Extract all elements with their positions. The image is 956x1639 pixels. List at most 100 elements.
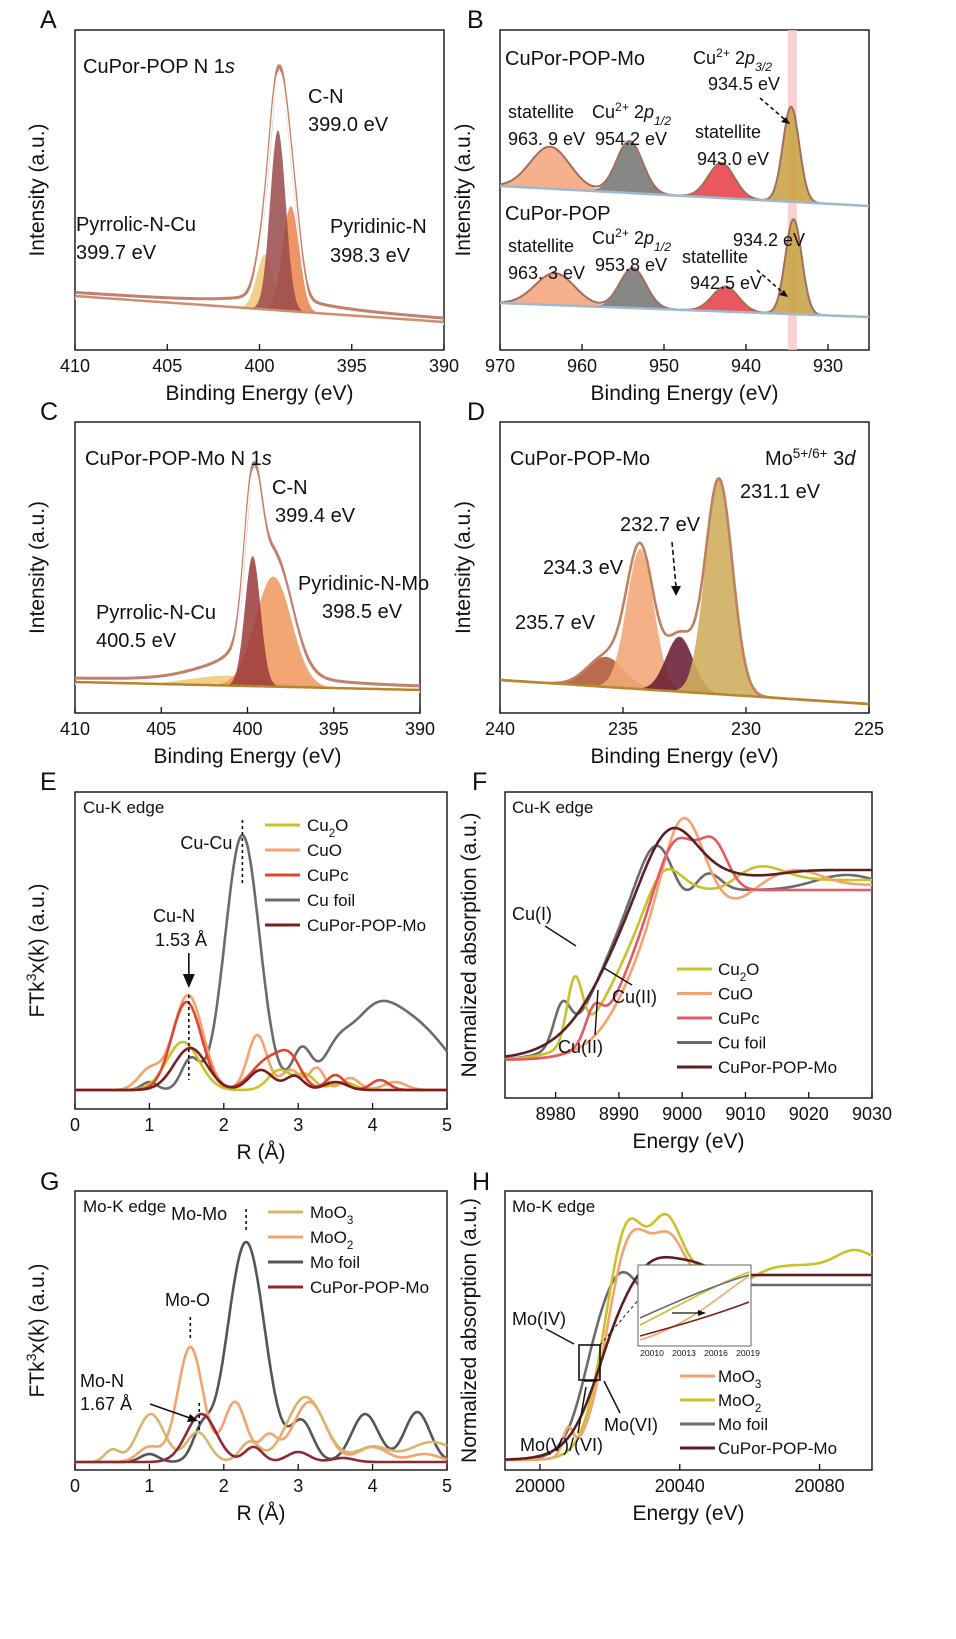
peak-label: 234.3 eV bbox=[543, 557, 624, 579]
bond-label: Mo-O bbox=[165, 1290, 210, 1310]
x-tick-label: 400 bbox=[244, 356, 274, 376]
panel-F: 8980 8990 9000 9010 9020 9030 Cu-K edge Cu(I) Cu… bbox=[458, 791, 892, 1153]
legend-label: Cu2O bbox=[307, 816, 348, 840]
spectrum-cupor-pop bbox=[499, 218, 870, 319]
x-tick-label: 20000 bbox=[515, 1476, 565, 1496]
inset-curve bbox=[639, 1275, 750, 1341]
x-tick-label: 235 bbox=[608, 719, 638, 739]
panel-letter: F bbox=[472, 768, 487, 796]
panel-letter: B bbox=[467, 6, 484, 34]
x-tick-label: 410 bbox=[60, 356, 90, 376]
peak-label-value: 399.4 eV bbox=[275, 505, 356, 527]
x-tick-label: 1 bbox=[144, 1476, 154, 1496]
panel-letter: C bbox=[40, 398, 58, 426]
inset-curve bbox=[639, 1301, 750, 1337]
panel-letter: H bbox=[472, 1168, 490, 1196]
curve-3 bbox=[75, 1412, 447, 1464]
legend-label: Cu foil bbox=[718, 1034, 766, 1053]
x-tick-label: 5 bbox=[442, 1476, 452, 1496]
curve-3 bbox=[75, 1000, 447, 1092]
arrow bbox=[603, 1380, 621, 1414]
panel-letter: E bbox=[40, 768, 57, 796]
legend-label: MoO2 bbox=[718, 1391, 761, 1415]
legend-label: MoO3 bbox=[718, 1367, 761, 1391]
x-tick-label: 20080 bbox=[795, 1476, 845, 1496]
legend-label: MoO2 bbox=[310, 1228, 353, 1252]
panel-title: CuPor-POP N 1s bbox=[83, 56, 235, 78]
x-tick-label: 5 bbox=[442, 1115, 452, 1135]
x-tick-label: 225 bbox=[854, 719, 884, 739]
x-tick-label: 230 bbox=[731, 719, 761, 739]
legend-label: CuPor-POP-Mo bbox=[310, 1278, 429, 1297]
x-tick-label: 395 bbox=[337, 356, 367, 376]
y-axis-label: Intensity (a.u.) bbox=[26, 123, 49, 256]
background bbox=[74, 680, 421, 692]
inset-tick-label: 20010 bbox=[640, 1348, 664, 1358]
peak-label-value: 398.5 eV bbox=[322, 601, 403, 623]
peak-label-name: statellite bbox=[695, 122, 761, 142]
bond-label: Mo-N bbox=[80, 1371, 124, 1391]
series-label: CuPor-POP-Mo bbox=[505, 48, 645, 70]
inset-arrowhead bbox=[698, 1310, 706, 1316]
peak-label-value: 943.0 eV bbox=[697, 149, 769, 169]
arrowhead bbox=[671, 586, 681, 596]
annotation: Cu-K edge bbox=[83, 798, 164, 817]
zoom-box bbox=[578, 1344, 601, 1381]
peak-label-name: C-N bbox=[272, 477, 308, 499]
legend-label: Mo foil bbox=[718, 1415, 768, 1434]
legend-label: CuO bbox=[718, 985, 753, 1004]
inset-frame bbox=[637, 1264, 752, 1347]
peak-label: 231.1 eV bbox=[740, 481, 821, 503]
inset-tick-label: 20019 bbox=[736, 1348, 760, 1358]
curve-2 bbox=[75, 1395, 448, 1464]
arrow bbox=[149, 1403, 191, 1419]
pyrrolic-n-cu-peak bbox=[75, 254, 444, 322]
background bbox=[74, 294, 445, 324]
y-axis-label: Intensity (a.u.) bbox=[26, 501, 49, 634]
curve-4 bbox=[75, 1046, 447, 1092]
arrow bbox=[577, 1386, 587, 1434]
curve-3 bbox=[505, 835, 872, 1061]
legend-label: CuO bbox=[307, 841, 342, 860]
oxidation-label: Mo(VI) bbox=[604, 1415, 658, 1435]
y-axis-label: FTk3x(k) (a.u.) bbox=[24, 884, 49, 1018]
curve-1 bbox=[75, 993, 447, 1092]
bond-label: 1.53 Å bbox=[155, 930, 207, 950]
x-tick-label: 970 bbox=[485, 356, 515, 376]
legend-label: Mo foil bbox=[310, 1253, 360, 1272]
arrowhead bbox=[187, 1414, 198, 1422]
peak-label-name: Cu2+ 2p3/2 bbox=[693, 46, 772, 74]
x-tick-label: 3 bbox=[293, 1476, 303, 1496]
bond-label: Cu-Cu bbox=[180, 833, 232, 853]
plot-frame bbox=[504, 1190, 873, 1471]
arrowhead bbox=[781, 117, 790, 124]
peak-label-value: 399.0 eV bbox=[308, 114, 389, 136]
plot-frame bbox=[74, 1190, 448, 1471]
x-tick-label: 410 bbox=[60, 719, 90, 739]
x-tick-label: 390 bbox=[405, 719, 435, 739]
x-tick-label: 405 bbox=[146, 719, 176, 739]
y-axis-label: Intensity (a.u.) bbox=[452, 501, 475, 634]
legend-label: CuPor-POP-Mo bbox=[307, 916, 426, 935]
x-tick-label: 8980 bbox=[536, 1104, 576, 1124]
background bbox=[499, 301, 870, 319]
panel-letter: D bbox=[467, 398, 485, 426]
plot-frame bbox=[499, 421, 870, 714]
y-axis-label: Normalized absorption (a.u.) bbox=[458, 813, 481, 1078]
panel-C: 410 405 400 395 390 CuPor-POP-Mo N 1sC-N 399.4… bbox=[26, 421, 435, 768]
panel-B: 970 960 950 940 930 CuPor-POP-Mo CuPor-POP stat… bbox=[452, 29, 870, 405]
x-tick-label: 9010 bbox=[725, 1104, 765, 1124]
oxidation-label: Cu(II) bbox=[558, 1037, 603, 1057]
peak-232-7 bbox=[500, 636, 869, 704]
legend-label: CuPc bbox=[718, 1009, 760, 1028]
x-axis-label: Binding Energy (eV) bbox=[591, 745, 779, 768]
legend-label: MoO3 bbox=[310, 1203, 353, 1227]
fit-envelope bbox=[74, 64, 444, 320]
y-axis-label: FTk3x(k) (a.u.) bbox=[24, 1264, 49, 1398]
peak-label-value: 400.5 eV bbox=[96, 630, 177, 652]
x-axis-label: Binding Energy (eV) bbox=[154, 745, 342, 768]
panel-title: CuPor-POP-Mo N 1s bbox=[85, 448, 272, 470]
x-tick-label: 405 bbox=[152, 356, 182, 376]
x-axis-label: R (Å) bbox=[237, 1141, 286, 1164]
